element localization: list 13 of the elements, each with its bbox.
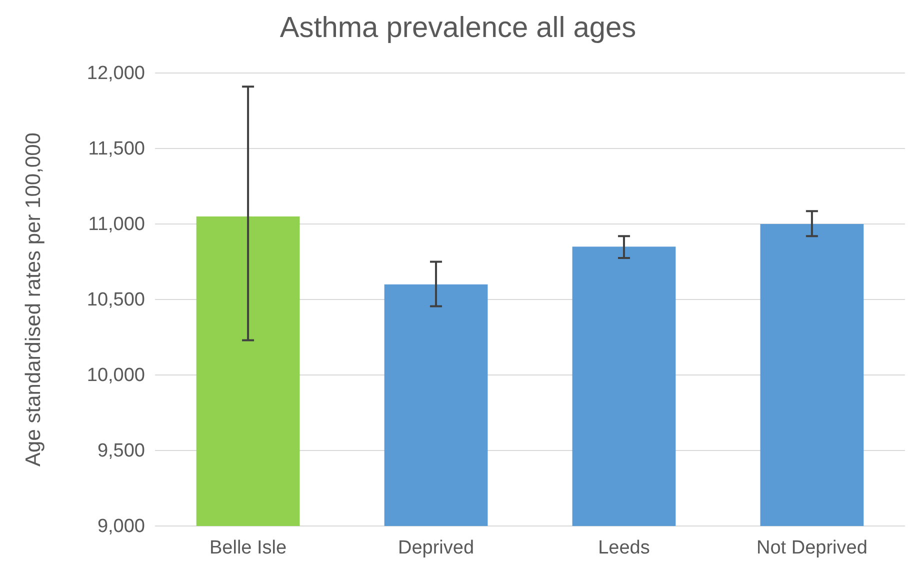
y-tick-label: 10,500 [86, 290, 145, 311]
y-tick-label: 12,000 [86, 63, 145, 84]
y-tick-label: 11,000 [88, 214, 145, 236]
chart-title: Asthma prevalence all ages [280, 12, 636, 44]
y-tick-label: 11,500 [88, 138, 145, 160]
y-tick-label: 9,000 [97, 516, 145, 538]
y-axis-title: Age standardised rates per 100,000 [22, 132, 45, 466]
x-tick-label: Not Deprived [756, 537, 868, 558]
x-tick-label: Belle Isle [209, 537, 287, 558]
x-tick-label: Deprived [398, 537, 474, 558]
y-tick-label: 10,000 [86, 365, 145, 386]
x-tick-label: Leeds [598, 537, 650, 558]
y-tick-label: 9,500 [97, 440, 145, 462]
